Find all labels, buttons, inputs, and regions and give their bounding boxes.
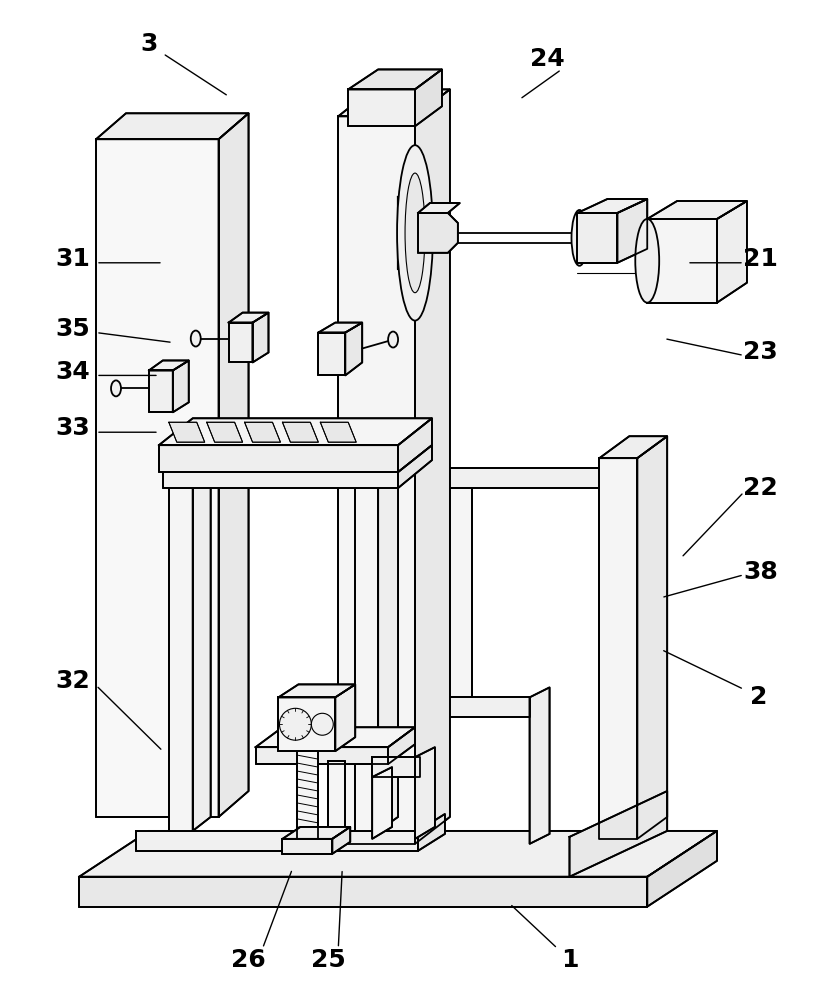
- Ellipse shape: [388, 332, 398, 348]
- Polygon shape: [318, 323, 362, 333]
- Polygon shape: [278, 684, 355, 697]
- Text: 2: 2: [750, 685, 768, 709]
- Text: 24: 24: [530, 47, 565, 71]
- Polygon shape: [599, 436, 667, 458]
- Polygon shape: [717, 201, 747, 303]
- Polygon shape: [339, 116, 415, 844]
- Polygon shape: [599, 458, 637, 839]
- Polygon shape: [159, 445, 398, 472]
- Text: 33: 33: [56, 416, 91, 440]
- Polygon shape: [397, 196, 410, 269]
- Text: 3: 3: [140, 32, 158, 56]
- Polygon shape: [79, 831, 717, 877]
- Polygon shape: [320, 422, 356, 442]
- Polygon shape: [570, 791, 667, 877]
- Polygon shape: [618, 199, 647, 263]
- Ellipse shape: [405, 173, 425, 293]
- Polygon shape: [282, 422, 318, 442]
- Polygon shape: [207, 422, 242, 442]
- Polygon shape: [278, 697, 335, 751]
- Polygon shape: [282, 839, 333, 854]
- Polygon shape: [418, 814, 445, 851]
- Polygon shape: [168, 422, 204, 442]
- Text: 32: 32: [56, 669, 91, 693]
- Polygon shape: [96, 139, 219, 817]
- Polygon shape: [96, 113, 249, 139]
- Ellipse shape: [312, 713, 334, 735]
- Text: 34: 34: [56, 360, 91, 384]
- Text: 21: 21: [743, 247, 779, 271]
- Polygon shape: [328, 761, 345, 834]
- Polygon shape: [378, 475, 398, 831]
- Polygon shape: [415, 69, 442, 126]
- Polygon shape: [168, 488, 193, 831]
- Polygon shape: [282, 827, 350, 839]
- Text: 31: 31: [55, 247, 91, 271]
- Polygon shape: [256, 727, 415, 747]
- Polygon shape: [372, 767, 392, 839]
- Text: 23: 23: [743, 340, 779, 364]
- Polygon shape: [418, 213, 458, 253]
- Polygon shape: [637, 436, 667, 839]
- Ellipse shape: [111, 380, 121, 396]
- Polygon shape: [415, 89, 450, 844]
- Text: 38: 38: [743, 560, 779, 584]
- Polygon shape: [339, 89, 450, 116]
- Polygon shape: [159, 418, 432, 445]
- Text: 26: 26: [231, 948, 266, 972]
- Ellipse shape: [572, 210, 587, 266]
- Ellipse shape: [191, 331, 201, 347]
- Polygon shape: [219, 113, 249, 817]
- Polygon shape: [193, 475, 210, 831]
- Polygon shape: [450, 697, 530, 717]
- Polygon shape: [245, 422, 281, 442]
- Polygon shape: [577, 213, 618, 263]
- Text: 35: 35: [56, 317, 91, 341]
- Polygon shape: [355, 488, 378, 831]
- Polygon shape: [345, 323, 362, 375]
- Polygon shape: [173, 360, 189, 412]
- Ellipse shape: [635, 219, 660, 303]
- Polygon shape: [136, 831, 418, 851]
- Polygon shape: [450, 488, 472, 697]
- Polygon shape: [349, 89, 415, 126]
- Polygon shape: [335, 684, 355, 751]
- Text: 22: 22: [743, 476, 779, 500]
- Polygon shape: [388, 727, 415, 764]
- Polygon shape: [372, 757, 420, 777]
- Text: 25: 25: [311, 948, 346, 972]
- Ellipse shape: [397, 145, 433, 321]
- Polygon shape: [256, 747, 388, 764]
- Polygon shape: [229, 323, 252, 362]
- Polygon shape: [149, 360, 189, 370]
- Text: 1: 1: [561, 948, 578, 972]
- Polygon shape: [450, 468, 599, 488]
- Polygon shape: [149, 370, 173, 412]
- Polygon shape: [333, 827, 350, 854]
- Polygon shape: [398, 418, 432, 472]
- Polygon shape: [415, 747, 435, 839]
- Polygon shape: [647, 831, 717, 907]
- Polygon shape: [252, 313, 268, 362]
- Polygon shape: [349, 69, 442, 89]
- Polygon shape: [318, 333, 345, 375]
- Polygon shape: [647, 201, 747, 219]
- Polygon shape: [398, 445, 432, 488]
- Polygon shape: [418, 203, 460, 213]
- Polygon shape: [297, 751, 318, 839]
- Polygon shape: [530, 687, 550, 844]
- Polygon shape: [229, 313, 268, 323]
- Polygon shape: [163, 472, 398, 488]
- Polygon shape: [79, 877, 647, 907]
- Polygon shape: [647, 219, 717, 303]
- Ellipse shape: [279, 708, 312, 740]
- Polygon shape: [577, 199, 647, 213]
